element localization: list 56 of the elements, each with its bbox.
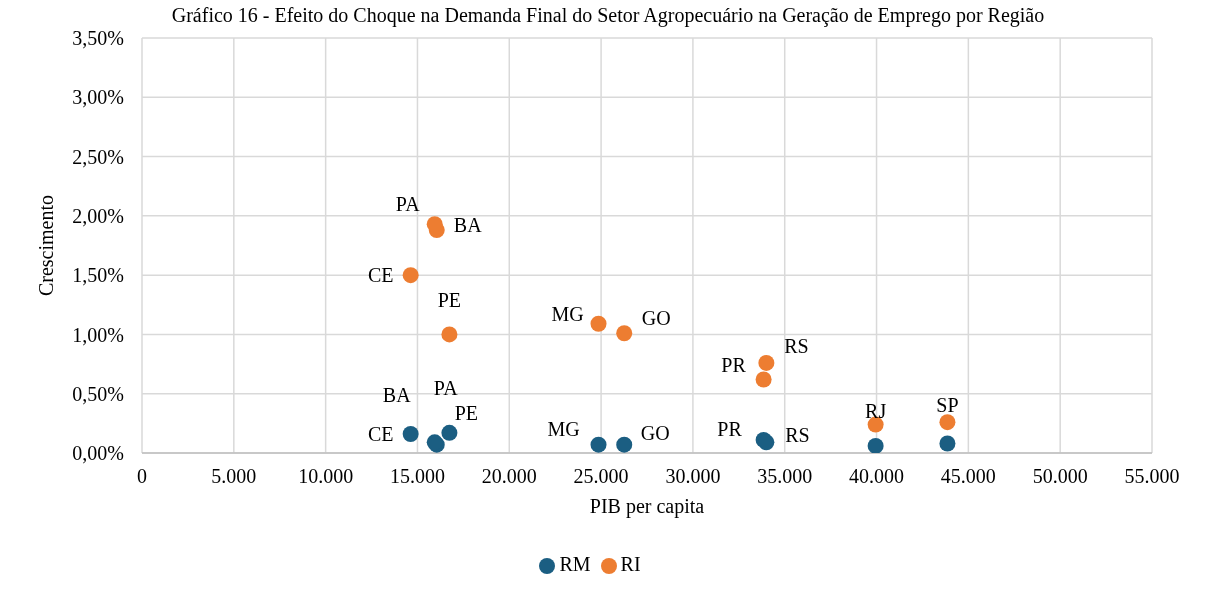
x-tick-label: 5.000 — [211, 465, 257, 488]
x-axis-title: PIB per capita — [589, 495, 705, 518]
y-tick-label: 0,00% — [72, 442, 124, 465]
data-label: CE — [367, 264, 394, 287]
data-label: RS — [785, 424, 810, 447]
data-label: BA — [382, 383, 412, 406]
x-tick-label: 45.000 — [940, 465, 996, 488]
data-label: MG — [547, 417, 580, 440]
x-tick-label: 10.000 — [298, 465, 354, 488]
point — [402, 426, 419, 443]
data-label: SP — [936, 394, 959, 417]
data-label: PE — [437, 289, 462, 312]
data-label: RS — [784, 334, 809, 357]
chart-title: Gráfico 16 - Efeito do Choque na Demanda Final do Setor Agropecuário na Geração de Emprego por Região — [170, 4, 1046, 27]
x-tick-label: 55.000 — [1124, 465, 1180, 488]
point — [867, 437, 884, 453]
data-label: CE — [367, 423, 394, 446]
point — [755, 371, 772, 388]
legend-label: RI — [620, 553, 641, 575]
point — [616, 436, 633, 453]
x-tick-label: 20.000 — [481, 465, 537, 488]
point — [590, 436, 607, 453]
point — [758, 354, 775, 371]
y-tick-label: 1,00% — [72, 323, 124, 346]
x-tick-label: 0 — [137, 465, 147, 488]
point — [939, 435, 956, 452]
data-label: PE — [454, 401, 479, 424]
x-tick-label: 25.000 — [573, 465, 629, 488]
data-label: BA — [453, 214, 483, 237]
data-label: GO — [641, 307, 671, 330]
x-tick-label: 40.000 — [849, 465, 905, 488]
point — [402, 267, 419, 284]
point — [616, 325, 633, 342]
point — [441, 424, 458, 441]
data-label: MG — [551, 302, 584, 325]
data-label: GO — [640, 421, 670, 444]
legend-label: RM — [559, 553, 591, 575]
y-tick-label: 0,50% — [72, 382, 124, 405]
y-tick-label: 3,50% — [72, 27, 124, 50]
y-tick-label: 2,50% — [72, 145, 124, 168]
y-tick-label: 2,00% — [72, 204, 124, 227]
data-label: PA — [395, 193, 421, 216]
data-label: PR — [717, 417, 743, 440]
x-tick-label: 50.000 — [1032, 465, 1088, 488]
point — [939, 414, 956, 431]
point — [590, 315, 607, 332]
y-tick-label: 1,50% — [72, 264, 124, 287]
y-axis-title: Crescimento — [35, 194, 58, 297]
x-tick-label: 35.000 — [757, 465, 813, 488]
data-label: PA — [433, 377, 459, 400]
point — [441, 326, 458, 343]
data-label: PR — [721, 354, 747, 377]
x-tick-label: 15.000 — [389, 465, 445, 488]
data-label: RJ — [865, 399, 887, 422]
x-tick-label: 30.000 — [665, 465, 721, 488]
y-tick-label: 3,00% — [72, 86, 124, 109]
